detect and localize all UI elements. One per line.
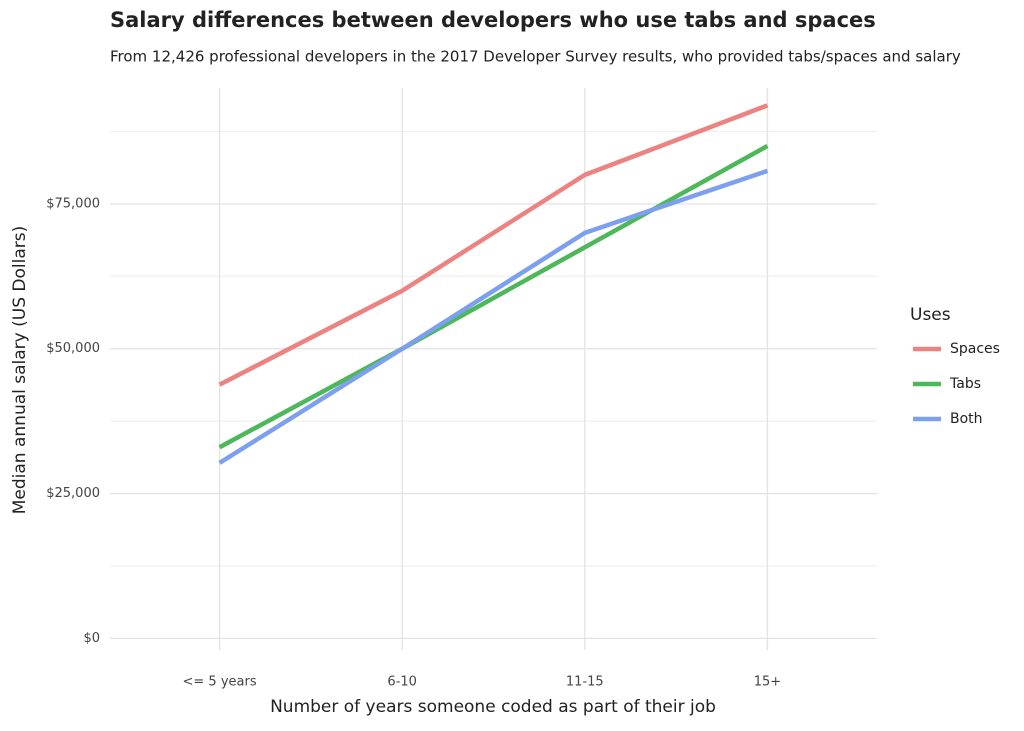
x-tick-label: 11-15	[566, 675, 604, 690]
chart-title: Salary differences between developers wh…	[110, 8, 876, 32]
legend-title: Uses	[910, 305, 951, 325]
x-tick-label: 15+	[754, 675, 781, 690]
y-tick-label: $0	[83, 631, 100, 646]
y-tick-label: $25,000	[46, 486, 100, 501]
series-line	[218, 103, 769, 387]
legend-label: Both	[950, 411, 983, 427]
legend-label: Tabs	[949, 376, 981, 392]
series-line	[218, 143, 769, 450]
x-tick-label: 6-10	[387, 675, 417, 690]
series-line	[218, 168, 769, 465]
chart-subtitle: From 12,426 professional developers in t…	[110, 48, 961, 66]
x-tick-label: <= 5 years	[183, 675, 257, 690]
x-axis-label: Number of years someone coded as part of…	[270, 697, 716, 717]
y-tick-label: $75,000	[46, 196, 100, 211]
y-tick-label: $50,000	[46, 341, 100, 356]
legend-label: Spaces	[950, 341, 1000, 357]
y-axis-label: Median annual salary (US Dollars)	[10, 226, 30, 515]
